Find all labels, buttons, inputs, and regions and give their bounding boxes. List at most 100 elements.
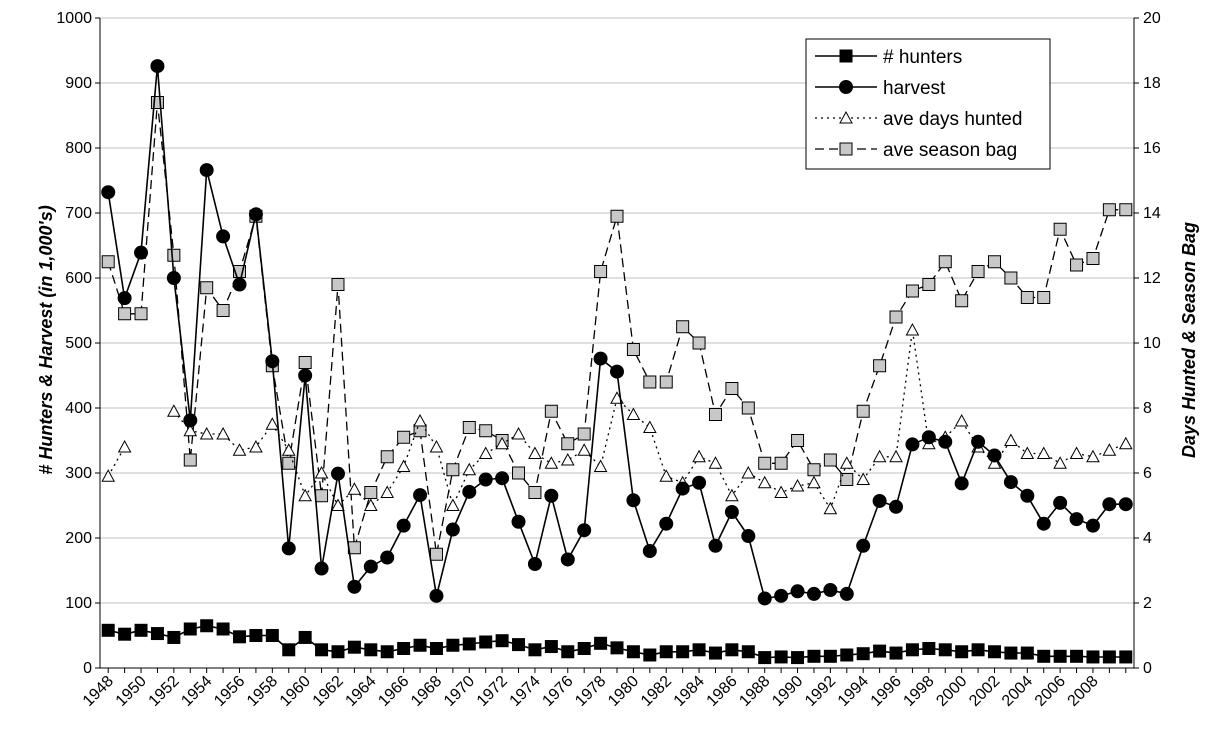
x-tick-label: 1966 [375, 673, 412, 710]
x-tick-label: 1948 [80, 673, 117, 710]
data-point [117, 291, 132, 306]
data-point [593, 351, 608, 366]
data-point [659, 645, 673, 659]
data-point [807, 649, 821, 663]
data-point [249, 629, 263, 642]
data-point [791, 651, 805, 665]
data-point [806, 586, 821, 601]
data-point [807, 475, 821, 489]
data-point [216, 229, 231, 244]
series-hunters [101, 619, 1133, 665]
data-point [1070, 258, 1084, 272]
data-point [101, 469, 116, 482]
data-point [692, 643, 706, 657]
data-point [889, 499, 904, 514]
data-point [314, 465, 329, 479]
data-point [1119, 650, 1133, 664]
x-tick-label: 1982 [638, 673, 675, 710]
data-point [643, 648, 657, 662]
x-tick-label: 1960 [277, 673, 314, 710]
data-point [577, 642, 591, 655]
x-axis-ticks: 1948195019521954195619581960196219641966… [80, 668, 1127, 710]
data-point [594, 636, 608, 650]
left-axis-ticks: 0 100 200 300 400 500 600 700 800 900 1000 [56, 10, 100, 677]
data-point [429, 547, 443, 561]
data-point [479, 635, 493, 649]
data-point [626, 493, 641, 508]
data-point [380, 645, 394, 659]
data-point [429, 439, 444, 453]
data-point [708, 408, 722, 421]
data-point [183, 413, 198, 428]
data-point [1020, 646, 1034, 660]
data-point [150, 59, 165, 74]
data-point [1102, 497, 1117, 512]
legend-item: # hunters [815, 47, 962, 68]
data-point [314, 561, 329, 576]
data-point [955, 294, 969, 308]
data-point [1020, 291, 1034, 304]
data-point [938, 643, 952, 657]
data-point [364, 643, 378, 657]
data-point [708, 646, 722, 660]
data-point [446, 638, 460, 652]
data-point [955, 645, 969, 659]
data-point [971, 434, 986, 449]
data-point [380, 450, 394, 464]
data-point [905, 284, 919, 298]
data-point [479, 424, 493, 438]
series-line [107, 102, 1126, 555]
data-point [692, 336, 706, 350]
data-point [1085, 518, 1100, 533]
data-point [512, 638, 526, 652]
data-point [741, 645, 755, 659]
data-point [840, 473, 854, 486]
data-point [1118, 436, 1133, 450]
data-point [1004, 433, 1018, 446]
right-tick-label: 4 [1143, 530, 1152, 547]
x-tick-label: 1974 [507, 673, 544, 710]
right-axis-ticks: 0 2 4 6 8 10 12 14 16 18 20 [1134, 10, 1161, 677]
data-point [347, 579, 362, 594]
data-point [413, 413, 427, 427]
left-axis-title: # Hunters & Harvest (in 1,000's) [36, 205, 56, 474]
data-point [626, 645, 640, 659]
data-point [166, 271, 181, 285]
data-point [560, 552, 575, 567]
data-point [889, 646, 903, 660]
data-point [823, 583, 838, 597]
data-point [446, 463, 460, 477]
left-tick-label: 100 [65, 595, 92, 612]
data-point [233, 630, 247, 644]
data-point [167, 248, 181, 262]
data-point [1004, 271, 1018, 285]
data-point [1053, 649, 1067, 663]
data-point [330, 466, 345, 481]
data-point [232, 277, 247, 292]
data-point [298, 630, 312, 644]
legend-marker [839, 80, 853, 94]
right-axis-title: Days Hunted & Season Bag [1179, 222, 1199, 458]
data-point [101, 255, 115, 269]
data-point [265, 417, 280, 430]
data-point [511, 514, 526, 529]
data-point [987, 645, 1001, 659]
data-point [971, 643, 985, 657]
data-point [134, 307, 148, 321]
data-point [117, 439, 132, 453]
data-point [101, 623, 115, 637]
data-point [610, 641, 624, 655]
x-tick-label: 1978 [572, 673, 609, 710]
x-tick-label: 1970 [441, 673, 478, 710]
data-point [380, 550, 395, 565]
data-point [873, 644, 887, 658]
data-point [1086, 650, 1100, 664]
data-point [774, 456, 788, 470]
x-tick-label: 1962 [310, 673, 347, 710]
x-tick-label: 2000 [933, 673, 970, 710]
data-point [643, 375, 657, 389]
left-tick-label: 0 [83, 660, 92, 677]
data-point [741, 401, 755, 415]
data-point [199, 163, 214, 178]
